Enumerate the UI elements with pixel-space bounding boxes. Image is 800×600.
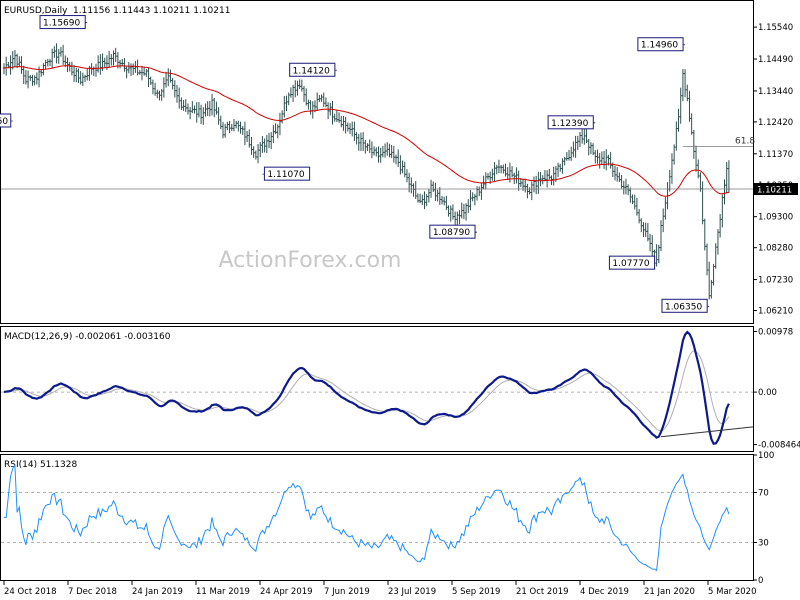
x-tick-label: 5 Mar 2020 — [708, 587, 756, 597]
x-tick-label: 11 Mar 2019 — [196, 587, 250, 597]
rsi-tick-label: 30 — [758, 539, 769, 549]
macd-tick-label: 0.00 — [758, 388, 777, 398]
x-tick-label: 5 Sep 2019 — [452, 587, 500, 597]
x-tick-label: 24 Apr 2019 — [260, 587, 313, 597]
price-tick-label: 1.11370 — [758, 150, 793, 160]
swing-label: 1.15690 — [43, 19, 80, 29]
price-layer: 1.10211 61.8 150 1.15690 1.11070 1.14120 1.087… — [0, 15, 798, 313]
price-tick-label: 1.09300 — [758, 213, 793, 223]
swing-label: 1.14120 — [293, 66, 330, 76]
price-tick-label: 1.07230 — [758, 276, 793, 286]
rsi-tick-label: 100 — [758, 451, 774, 461]
x-tick-label: 21 Jan 2020 — [644, 587, 695, 597]
rsi-tick-label: 70 — [758, 489, 769, 499]
rsi-panel-frame — [0, 454, 754, 581]
swing-label: 1.14960 — [641, 41, 678, 51]
swing-label-box — [0, 113, 12, 128]
macd-tick-label: -0.008464 — [758, 441, 800, 451]
rsi-tick-label: 0 — [758, 576, 763, 586]
macd-line — [3, 330, 730, 445]
x-tick-label: 7 Jun 2019 — [324, 587, 370, 597]
swing-label-box — [263, 166, 311, 181]
ohlc-label: 1.11156 1.11443 1.10211 1.10211 — [73, 6, 230, 16]
x-tick-label: 23 Jul 2019 — [388, 587, 436, 597]
current-price-label: 1.10211 — [757, 186, 792, 196]
fib-label: 61.8 — [735, 137, 755, 147]
price-tick-label: 1.14490 — [758, 55, 793, 65]
watermark: ActionForex.com — [219, 248, 402, 273]
price-panel-frame — [0, 0, 754, 324]
rsi-line — [4, 463, 730, 572]
price-tick-label: 1.06210 — [758, 307, 793, 317]
macd-divergence-line — [660, 426, 754, 438]
price-tick-label: 1.10350 — [758, 181, 793, 191]
price-tick-label: 1.13440 — [758, 87, 793, 97]
symbol-label: EURUSD,Daily — [4, 6, 68, 16]
swing-label-box — [637, 37, 684, 52]
macd-title: MACD(12,26,9) -0.002061 -0.003160 — [4, 332, 171, 342]
macd-tick-label: 0.00978 — [758, 327, 793, 337]
swing-label-box — [39, 15, 86, 30]
price-tick-label: 1.08280 — [758, 244, 793, 254]
swing-label-box — [608, 255, 656, 270]
axis-layer: 1.15540 1.14490 1.13440 1.12420 1.11370 1.103… — [3, 23, 800, 597]
swing-label: 150 — [0, 117, 8, 127]
swing-label-box — [429, 224, 476, 239]
x-tick-label: 21 Oct 2019 — [516, 587, 569, 597]
rsi-layer — [1, 463, 753, 572]
x-tick-label: 24 Jan 2019 — [132, 587, 183, 597]
ema-line — [3, 65, 729, 197]
price-tick-label: 1.12420 — [758, 118, 793, 128]
macd-layer — [1, 330, 754, 445]
price-tick-label: 1.15540 — [758, 23, 793, 33]
x-tick-label: 24 Oct 2018 — [4, 587, 57, 597]
swing-label-box — [661, 298, 708, 313]
swing-label: 1.11070 — [267, 170, 304, 180]
swing-label: 1.12390 — [551, 119, 588, 129]
x-tick-label: 4 Dec 2019 — [580, 587, 629, 597]
swing-label-box — [289, 62, 336, 77]
x-tick-label: 7 Dec 2018 — [68, 587, 117, 597]
swing-label-box — [547, 115, 594, 130]
rsi-title: RSI(14) 51.1328 — [4, 460, 77, 470]
macd-panel-frame — [0, 326, 754, 452]
swing-label: 1.07770 — [612, 259, 649, 269]
swing-label: 1.08790 — [433, 228, 470, 238]
swing-label: 1.06350 — [665, 302, 702, 312]
current-price-tag — [754, 183, 798, 196]
